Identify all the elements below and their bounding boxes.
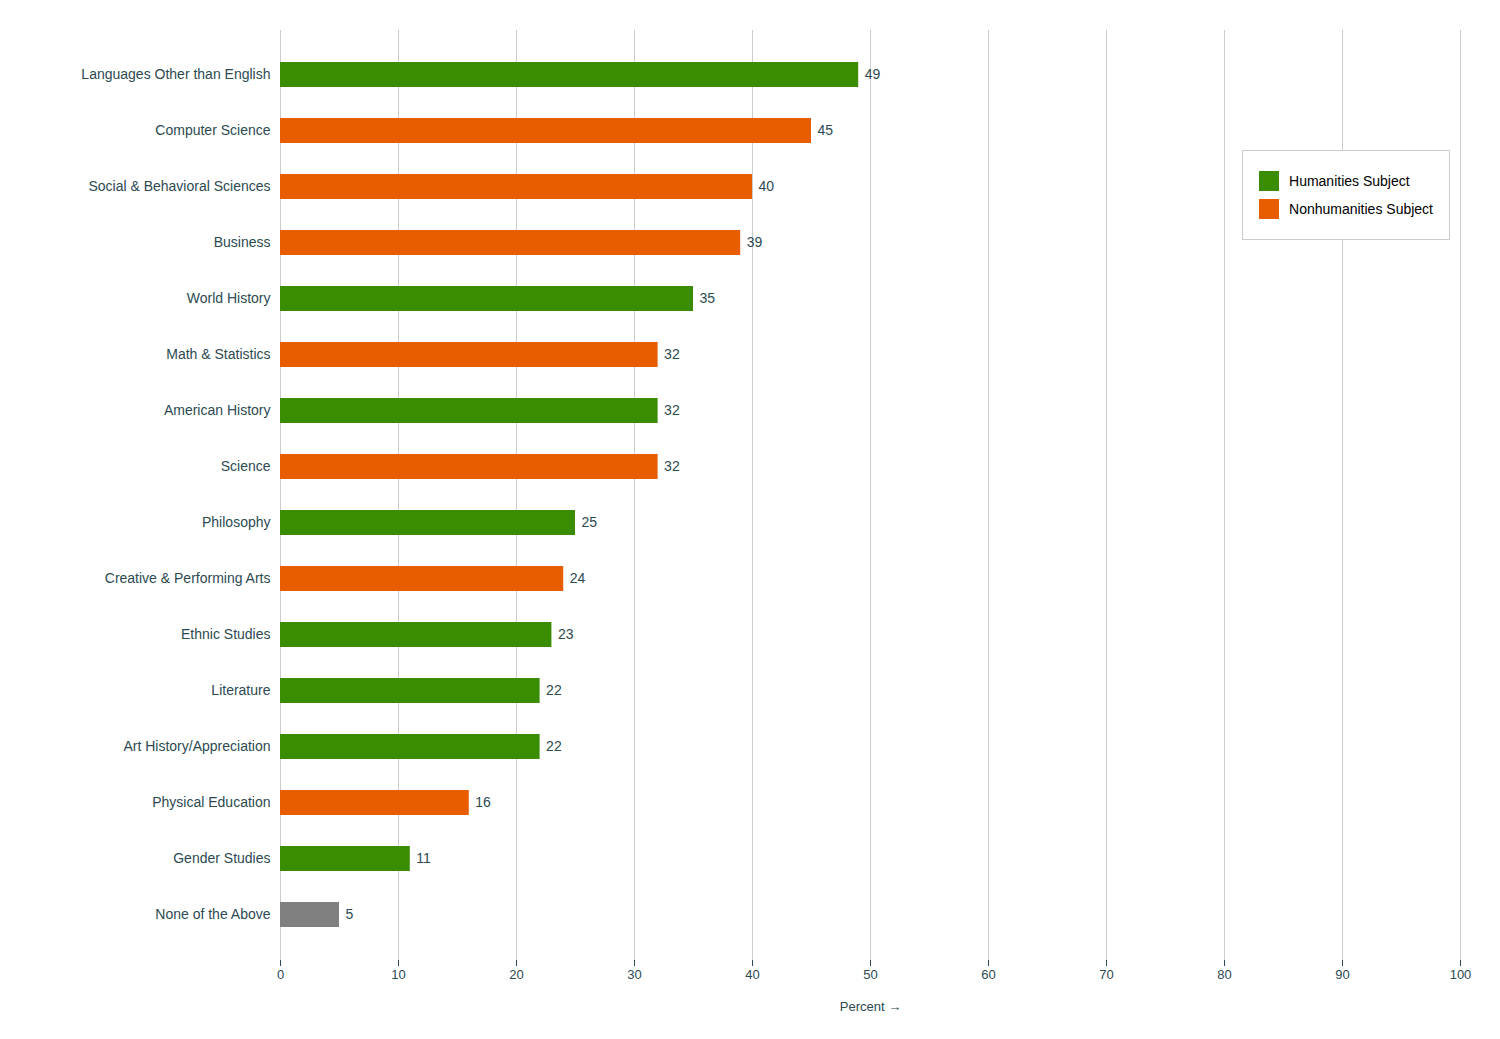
svg-text:Ethnic Studies: Ethnic Studies bbox=[181, 626, 271, 642]
svg-text:25: 25 bbox=[582, 514, 598, 530]
svg-text:32: 32 bbox=[664, 402, 680, 418]
svg-text:20: 20 bbox=[509, 967, 523, 982]
svg-text:32: 32 bbox=[664, 458, 680, 474]
svg-text:30: 30 bbox=[627, 967, 641, 982]
svg-text:23: 23 bbox=[558, 626, 574, 642]
svg-text:60: 60 bbox=[981, 967, 995, 982]
svg-text:Physical Education: Physical Education bbox=[152, 794, 270, 810]
svg-text:39: 39 bbox=[747, 234, 763, 250]
svg-text:90: 90 bbox=[1335, 967, 1349, 982]
svg-text:32: 32 bbox=[664, 346, 680, 362]
svg-text:Literature: Literature bbox=[211, 682, 270, 698]
html-text:Nonhumanities Subject: Nonhumanities Subject bbox=[1289, 201, 1433, 217]
svg-text:Art History/Appreciation: Art History/Appreciation bbox=[123, 738, 270, 754]
svg-text:11: 11 bbox=[416, 850, 431, 866]
svg-text:100: 100 bbox=[1450, 967, 1472, 982]
svg-text:22: 22 bbox=[546, 738, 562, 754]
svg-text:Creative & Performing Arts: Creative & Performing Arts bbox=[105, 570, 271, 586]
svg-text:0: 0 bbox=[277, 967, 284, 982]
svg-text:80: 80 bbox=[1217, 967, 1231, 982]
svg-text:Percent →: Percent → bbox=[840, 999, 901, 1014]
svg-text:45: 45 bbox=[818, 122, 834, 138]
svg-text:10: 10 bbox=[391, 967, 405, 982]
svg-text:World History: World History bbox=[187, 290, 271, 306]
svg-text:Computer Science: Computer Science bbox=[155, 122, 270, 138]
svg-text:16: 16 bbox=[475, 794, 491, 810]
svg-text:Gender Studies: Gender Studies bbox=[173, 850, 270, 866]
svg-text:70: 70 bbox=[1099, 967, 1113, 982]
svg-text:Languages Other than English: Languages Other than English bbox=[81, 66, 270, 82]
svg-text:24: 24 bbox=[570, 570, 586, 586]
svg-text:Philosophy: Philosophy bbox=[202, 514, 271, 530]
svg-text:50: 50 bbox=[863, 967, 877, 982]
svg-text:Social & Behavioral Sciences: Social & Behavioral Sciences bbox=[88, 178, 270, 194]
svg-text:5: 5 bbox=[346, 906, 354, 922]
svg-text:49: 49 bbox=[865, 66, 881, 82]
html-text:Humanities Subject: Humanities Subject bbox=[1289, 173, 1410, 189]
svg-text:40: 40 bbox=[745, 967, 759, 982]
svg-text:Business: Business bbox=[214, 234, 271, 250]
svg-text:Science: Science bbox=[221, 458, 271, 474]
svg-text:Math & Statistics: Math & Statistics bbox=[166, 346, 270, 362]
svg-text:American History: American History bbox=[164, 402, 271, 418]
svg-text:None of the Above: None of the Above bbox=[155, 906, 270, 922]
svg-text:40: 40 bbox=[759, 178, 775, 194]
svg-text:35: 35 bbox=[700, 290, 716, 306]
svg-text:22: 22 bbox=[546, 682, 562, 698]
